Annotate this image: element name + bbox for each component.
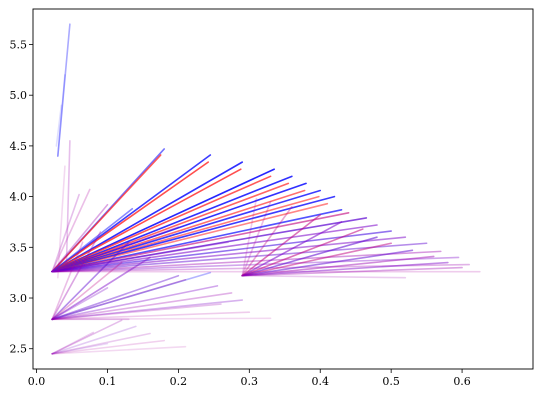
- segments-layer: [51, 23, 481, 355]
- line-segment: [51, 241, 229, 273]
- segment-group: [51, 319, 187, 355]
- line-segment: [51, 339, 166, 355]
- line-segment: [51, 332, 151, 355]
- y-tick-label: 4.0: [10, 191, 28, 204]
- y-tick-label: 3.5: [10, 241, 28, 254]
- line-segment: [51, 241, 84, 321]
- line-segment: [51, 195, 336, 273]
- line-segment: [51, 217, 368, 273]
- line-segment: [241, 261, 449, 277]
- y-tick-label: 3.0: [10, 292, 28, 305]
- x-tick-label: 0.0: [28, 375, 46, 388]
- x-tick-label: 0.3: [241, 375, 259, 388]
- line-segment: [51, 230, 392, 273]
- line-segment: [51, 250, 442, 273]
- line-segment: [51, 303, 222, 321]
- y-axis: 2.5 3.0 3.5 4.0 4.5 5.0 5.5: [10, 38, 33, 356]
- segment-group: [51, 231, 272, 321]
- line-segment: [51, 203, 109, 273]
- line-segment: [51, 256, 151, 321]
- line-segment: [51, 299, 244, 321]
- line-segment: [51, 292, 233, 321]
- line-segment: [51, 274, 180, 321]
- plot-frame: [32, 8, 534, 370]
- line-segment: [51, 168, 242, 273]
- y-tick-label: 4.5: [10, 140, 28, 153]
- line-segment: [241, 255, 435, 277]
- line-segment: [51, 241, 130, 321]
- segment-group: [241, 197, 463, 279]
- line-segment: [57, 23, 71, 157]
- line-segment: [51, 271, 212, 321]
- line-segment: [241, 242, 392, 277]
- line-segment: [57, 165, 66, 279]
- line-segment: [241, 214, 322, 277]
- line-segment: [51, 319, 123, 355]
- line-segment: [51, 242, 428, 273]
- line-segment: [241, 274, 407, 279]
- line-segment: [51, 212, 350, 273]
- line-segment: [51, 193, 80, 273]
- line-segment: [51, 231, 102, 321]
- y-tick-label: 2.5: [10, 343, 28, 356]
- line-segment: [51, 261, 123, 321]
- line-segment: [241, 205, 293, 277]
- line-segment: [51, 236, 407, 273]
- line-segment: [51, 189, 322, 273]
- line-segment: [51, 342, 109, 355]
- y-tick-label: 5.5: [10, 38, 28, 51]
- y-tick-label: 5.0: [10, 89, 28, 102]
- line-segment: [51, 175, 272, 273]
- line-segment: [241, 236, 378, 277]
- line-segment: [57, 74, 66, 157]
- segment-group: [55, 23, 71, 279]
- line-segment: [241, 200, 272, 277]
- line-segment: [51, 154, 162, 273]
- line-segment: [51, 182, 290, 273]
- line-segment: [51, 161, 244, 273]
- line-segment: [51, 278, 187, 321]
- x-axis: 0.0 0.1 0.2 0.3 0.4 0.5 0.6: [28, 369, 471, 388]
- line-segment: [55, 104, 63, 147]
- x-tick-label: 0.6: [453, 375, 471, 388]
- x-tick-label: 0.4: [311, 375, 329, 388]
- x-tick-label: 0.2: [170, 375, 188, 388]
- line-segment: [51, 168, 275, 273]
- line-segment: [51, 202, 329, 273]
- line-segment: [65, 140, 71, 269]
- x-tick-label: 0.1: [99, 375, 117, 388]
- line-segment: [51, 188, 91, 273]
- line-segment: [51, 182, 307, 273]
- line-segment: [241, 197, 258, 277]
- line-segment: [241, 249, 414, 277]
- line-segment: [241, 228, 364, 277]
- line-segment: [51, 285, 219, 321]
- line-segment: [51, 287, 109, 321]
- x-tick-label: 0.5: [382, 375, 400, 388]
- line-segment: [51, 311, 251, 321]
- line-segment: [51, 161, 209, 273]
- line-segment: [51, 175, 293, 273]
- line-segment: [51, 325, 137, 355]
- line-segment: [51, 345, 187, 355]
- line-segment: [241, 221, 343, 277]
- line-segment: [51, 207, 134, 273]
- line-segment: [51, 226, 180, 273]
- line-segment: [51, 331, 95, 355]
- line-segment: [241, 266, 463, 277]
- line-segment: [51, 317, 272, 321]
